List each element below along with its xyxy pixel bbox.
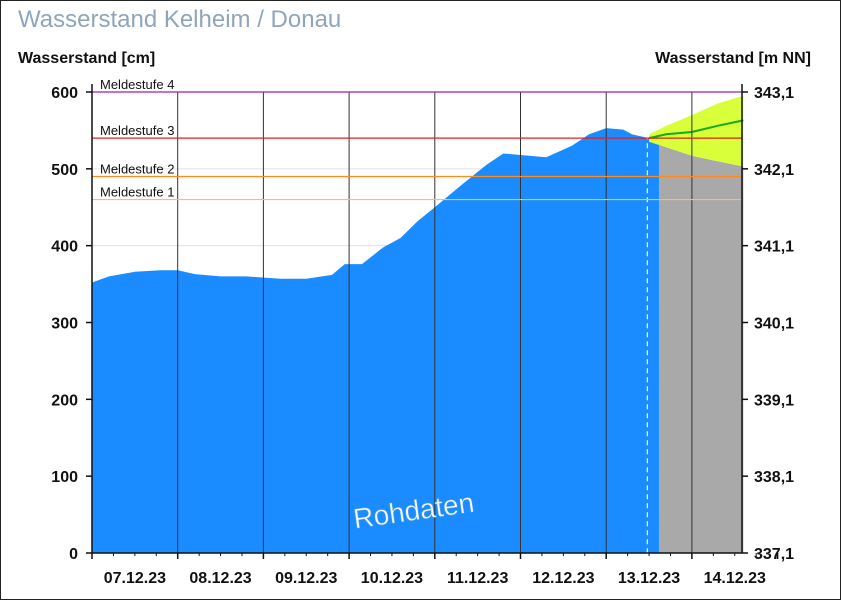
y-tick-label-right: 341,1 — [754, 239, 794, 256]
x-tick-label: 13.12.23 — [618, 570, 680, 587]
threshold-label: Meldestufe 3 — [100, 123, 174, 138]
forecast-area — [659, 141, 744, 553]
y-axis-left-title: Wasserstand [cm] — [18, 50, 156, 67]
threshold-label: Meldestufe 2 — [100, 162, 174, 177]
x-tick-label: 07.12.23 — [104, 570, 166, 587]
y-tick-label-right: 342,1 — [754, 162, 794, 179]
y-tick-label-left: 600 — [51, 85, 78, 102]
y-tick-label-right: 340,1 — [754, 316, 794, 333]
y-tick-label-left: 400 — [51, 239, 78, 256]
chart-title: Wasserstand Kelheim / Donau — [18, 6, 342, 33]
threshold-label: Meldestufe 4 — [100, 77, 174, 92]
y-tick-label-left: 0 — [69, 546, 78, 563]
y-tick-label-left: 200 — [51, 392, 78, 409]
y-axis-right-title: Wasserstand [m NN] — [655, 50, 811, 67]
y-tick-label-left: 100 — [51, 469, 78, 486]
x-tick-label: 11.12.23 — [447, 570, 509, 587]
x-tick-label: 10.12.23 — [361, 570, 423, 587]
y-tick-label-left: 300 — [51, 316, 78, 333]
y-tick-label-right: 343,1 — [754, 85, 794, 102]
x-tick-label: 12.12.23 — [532, 570, 594, 587]
x-tick-label: 09.12.23 — [275, 570, 337, 587]
y-tick-label-right: 337,1 — [754, 546, 794, 563]
measured-area — [92, 128, 660, 553]
x-tick-label: 08.12.23 — [189, 570, 251, 587]
threshold-label: Meldestufe 1 — [100, 185, 174, 200]
y-tick-label-right: 338,1 — [754, 469, 794, 486]
y-tick-label-left: 500 — [51, 162, 78, 179]
y-tick-label-right: 339,1 — [754, 392, 794, 409]
x-tick-label: 14.12.23 — [704, 570, 766, 587]
